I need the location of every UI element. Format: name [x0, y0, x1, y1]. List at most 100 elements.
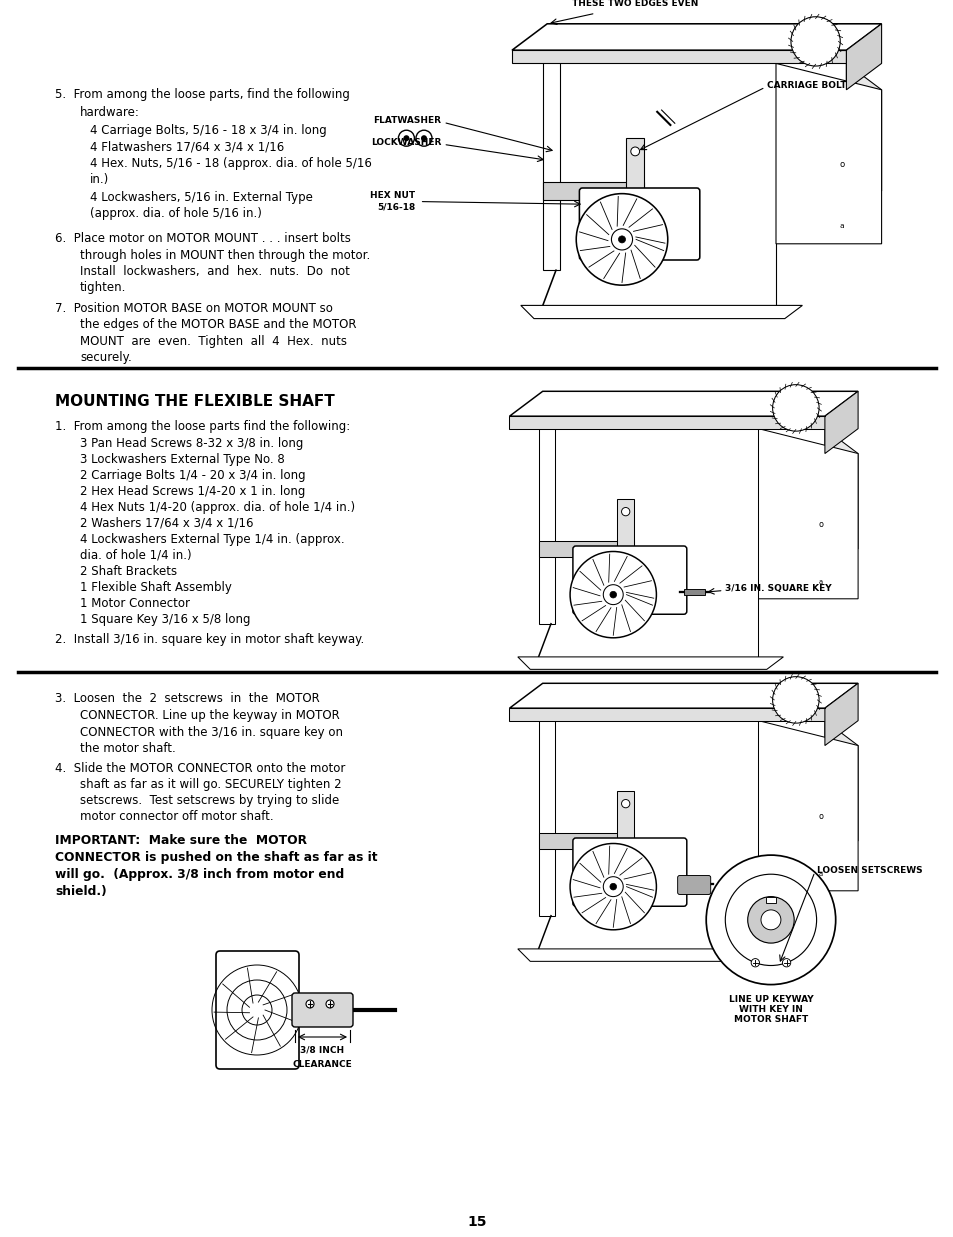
Text: LINE UP KEYWAY
WITH KEY IN
MOTOR SHAFT: LINE UP KEYWAY WITH KEY IN MOTOR SHAFT [728, 995, 812, 1024]
FancyBboxPatch shape [215, 951, 298, 1069]
Text: 1 Flexible Shaft Assembly: 1 Flexible Shaft Assembly [80, 581, 232, 594]
Text: 5.  From among the loose parts, find the following: 5. From among the loose parts, find the … [55, 88, 350, 101]
Text: 2.  Install 3/16 in. square key in motor shaft keyway.: 2. Install 3/16 in. square key in motor … [55, 633, 364, 646]
Circle shape [621, 799, 629, 808]
Circle shape [326, 999, 334, 1008]
Polygon shape [617, 500, 634, 583]
Text: 4 Lockwashers External Type 1/4 in. (approx.: 4 Lockwashers External Type 1/4 in. (app… [80, 533, 344, 546]
Polygon shape [517, 949, 782, 961]
Polygon shape [824, 683, 857, 746]
Text: o: o [839, 160, 843, 169]
Polygon shape [683, 589, 704, 595]
Text: CONNECTOR with the 3/16 in. square key on: CONNECTOR with the 3/16 in. square key o… [80, 726, 343, 738]
Text: (approx. dia. of hole 5/16 in.): (approx. dia. of hole 5/16 in.) [90, 207, 262, 220]
Polygon shape [538, 541, 634, 558]
Circle shape [781, 959, 790, 967]
Text: 3 Lockwashers External Type No. 8: 3 Lockwashers External Type No. 8 [80, 453, 284, 466]
Text: 4 Lockwashers, 5/16 in. External Type: 4 Lockwashers, 5/16 in. External Type [90, 190, 313, 204]
Polygon shape [542, 51, 559, 270]
Polygon shape [509, 391, 857, 416]
Circle shape [621, 565, 629, 574]
Text: 4 Hex. Nuts, 5/16 - 18 (approx. dia. of hole 5/16: 4 Hex. Nuts, 5/16 - 18 (approx. dia. of … [90, 157, 372, 169]
Circle shape [398, 130, 414, 146]
Text: 5/16-18: 5/16-18 [376, 203, 415, 212]
Circle shape [621, 857, 629, 866]
Text: the edges of the MOTOR BASE and the MOTOR: the edges of the MOTOR BASE and the MOTO… [80, 318, 356, 332]
Text: 4 Carriage Bolts, 5/16 - 18 x 3/4 in. long: 4 Carriage Bolts, 5/16 - 18 x 3/4 in. lo… [90, 124, 327, 137]
Circle shape [772, 677, 819, 724]
Text: motor connector off motor shaft.: motor connector off motor shaft. [80, 810, 274, 823]
Text: hardware:: hardware: [80, 106, 140, 119]
Text: MOUNTING THE FLEXIBLE SHAFT: MOUNTING THE FLEXIBLE SHAFT [55, 395, 335, 409]
Text: CLEARANCE: CLEARANCE [292, 1060, 352, 1069]
Polygon shape [845, 63, 881, 190]
FancyBboxPatch shape [573, 837, 686, 907]
Text: o: o [818, 811, 822, 820]
Circle shape [602, 585, 622, 605]
Text: HEX NUT: HEX NUT [370, 190, 415, 200]
Polygon shape [509, 416, 824, 429]
Text: shaft as far as it will go. SECURELY tighten 2: shaft as far as it will go. SECURELY tig… [80, 778, 341, 790]
Circle shape [750, 959, 759, 967]
Text: in.): in.) [90, 173, 110, 186]
Polygon shape [512, 24, 881, 51]
Text: LOOSEN SETSCREWS: LOOSEN SETSCREWS [816, 866, 922, 875]
Circle shape [705, 855, 835, 985]
Text: 2 Shaft Brackets: 2 Shaft Brackets [80, 565, 177, 578]
Circle shape [772, 385, 819, 432]
Text: tighten.: tighten. [80, 281, 126, 294]
Circle shape [403, 135, 409, 141]
Text: 4 Hex Nuts 1/4-20 (approx. dia. of hole 1/4 in.): 4 Hex Nuts 1/4-20 (approx. dia. of hole … [80, 501, 355, 515]
Polygon shape [824, 429, 857, 549]
Text: 3.  Loosen  the  2  setscrews  in  the  MOTOR: 3. Loosen the 2 setscrews in the MOTOR [55, 691, 319, 705]
Text: 3/8 INCH: 3/8 INCH [299, 1047, 344, 1055]
FancyBboxPatch shape [573, 546, 686, 615]
FancyBboxPatch shape [578, 188, 700, 260]
Text: IMPORTANT:  Make sure the  MOTOR: IMPORTANT: Make sure the MOTOR [55, 834, 307, 847]
Polygon shape [509, 709, 824, 721]
Circle shape [609, 591, 616, 597]
Circle shape [306, 999, 314, 1008]
Polygon shape [517, 657, 782, 669]
Text: 3 Pan Head Screws 8-32 x 3/8 in. long: 3 Pan Head Screws 8-32 x 3/8 in. long [80, 437, 303, 450]
Text: securely.: securely. [80, 351, 132, 364]
Circle shape [420, 135, 427, 141]
Circle shape [416, 130, 432, 146]
Text: a: a [839, 223, 843, 229]
Text: 1 Motor Connector: 1 Motor Connector [80, 597, 190, 610]
Text: 1 Square Key 3/16 x 5/8 long: 1 Square Key 3/16 x 5/8 long [80, 614, 251, 626]
Circle shape [618, 236, 625, 242]
Circle shape [570, 844, 656, 930]
Polygon shape [520, 306, 801, 319]
Text: 3/16 IN. SQUARE KEY: 3/16 IN. SQUARE KEY [724, 584, 831, 594]
Polygon shape [758, 721, 857, 891]
Text: 2 Carriage Bolts 1/4 - 20 x 3/4 in. long: 2 Carriage Bolts 1/4 - 20 x 3/4 in. long [80, 469, 305, 482]
Text: shield.): shield.) [55, 884, 107, 898]
Polygon shape [542, 182, 643, 200]
Polygon shape [509, 683, 857, 709]
Text: through holes in MOUNT then through the motor.: through holes in MOUNT then through the … [80, 249, 370, 262]
Circle shape [747, 897, 793, 943]
Polygon shape [512, 51, 845, 63]
Text: CONNECTOR. Line up the keyway in MOTOR: CONNECTOR. Line up the keyway in MOTOR [80, 709, 339, 722]
Text: setscrews.  Test setscrews by trying to slide: setscrews. Test setscrews by trying to s… [80, 794, 339, 807]
Text: 1.  From among the loose parts find the following:: 1. From among the loose parts find the f… [55, 421, 350, 433]
Polygon shape [617, 792, 634, 875]
Text: Install  lockwashers,  and  hex.  nuts.  Do  not: Install lockwashers, and hex. nuts. Do n… [80, 265, 350, 278]
Text: 15: 15 [467, 1215, 486, 1230]
Circle shape [630, 209, 639, 218]
Polygon shape [626, 139, 643, 226]
Polygon shape [758, 429, 857, 599]
FancyBboxPatch shape [292, 993, 353, 1027]
Polygon shape [538, 416, 555, 623]
Text: CONNECTOR is pushed on the shaft as far as it: CONNECTOR is pushed on the shaft as far … [55, 851, 377, 863]
Polygon shape [538, 833, 634, 850]
Circle shape [609, 883, 616, 889]
Polygon shape [824, 391, 857, 454]
Text: the motor shaft.: the motor shaft. [80, 742, 175, 755]
Circle shape [621, 507, 629, 516]
Circle shape [576, 194, 667, 286]
Text: a: a [818, 871, 821, 877]
Circle shape [611, 229, 632, 250]
Text: CARRIAGE BOLT: CARRIAGE BOLT [766, 80, 846, 90]
